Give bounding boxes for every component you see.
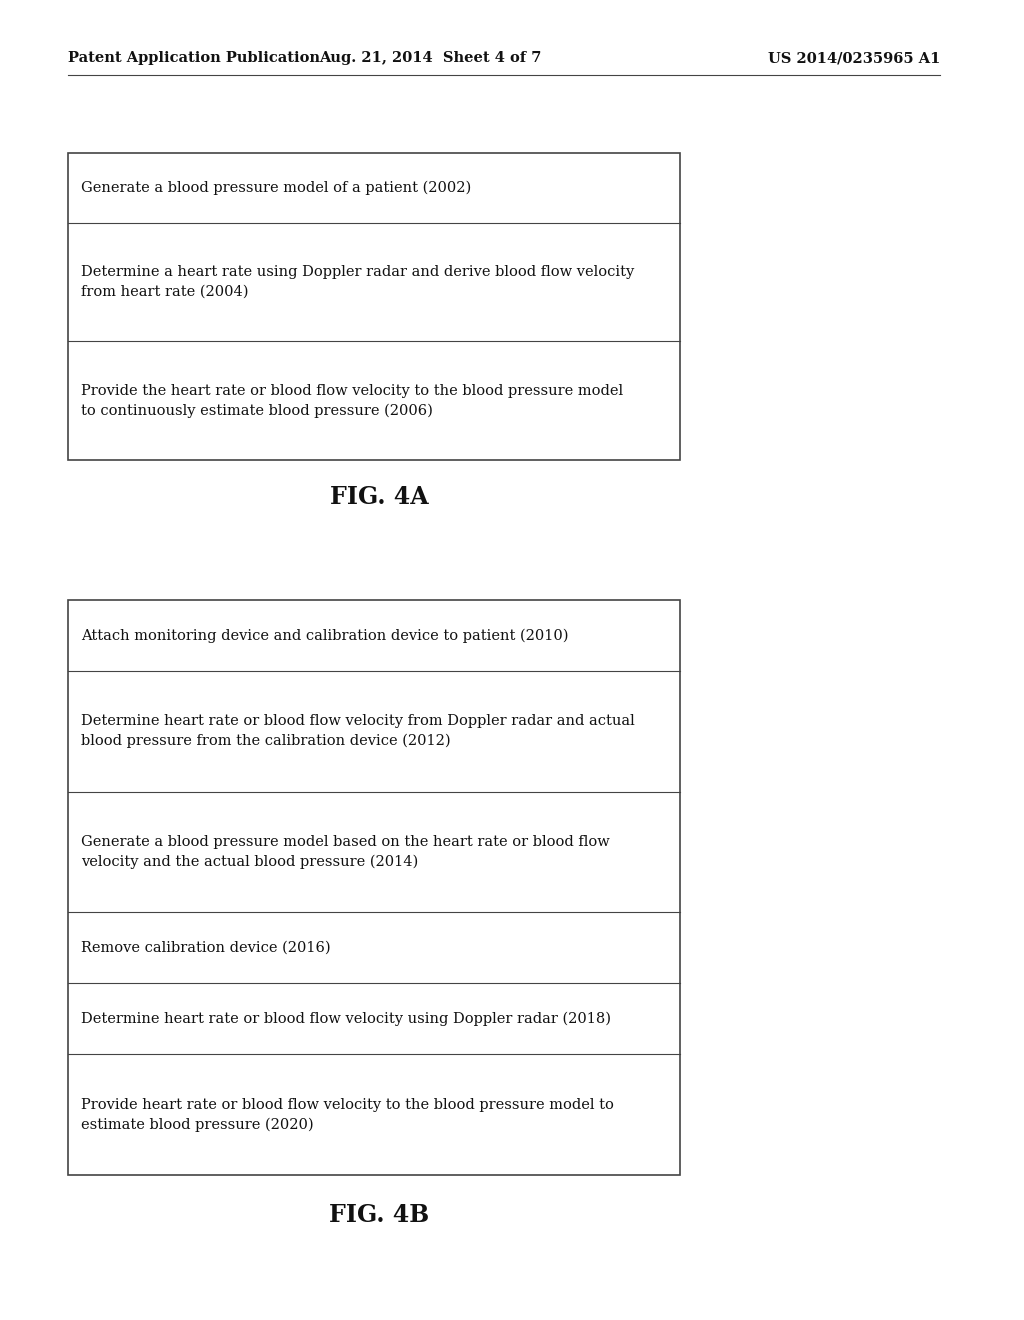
Text: Provide the heart rate or blood flow velocity to the blood pressure model
to con: Provide the heart rate or blood flow vel… bbox=[81, 384, 624, 417]
Text: Generate a blood pressure model based on the heart rate or blood flow
velocity a: Generate a blood pressure model based on… bbox=[81, 836, 610, 869]
Text: Patent Application Publication: Patent Application Publication bbox=[68, 51, 319, 65]
Text: Attach monitoring device and calibration device to patient (2010): Attach monitoring device and calibration… bbox=[81, 628, 568, 643]
Text: Determine a heart rate using Doppler radar and derive blood flow velocity
from h: Determine a heart rate using Doppler rad… bbox=[81, 265, 635, 298]
Text: Remove calibration device (2016): Remove calibration device (2016) bbox=[81, 941, 331, 954]
FancyBboxPatch shape bbox=[68, 601, 680, 1175]
Text: FIG. 4B: FIG. 4B bbox=[329, 1203, 429, 1228]
Text: Provide heart rate or blood flow velocity to the blood pressure model to
estimat: Provide heart rate or blood flow velocit… bbox=[81, 1098, 614, 1131]
Text: Determine heart rate or blood flow velocity using Doppler radar (2018): Determine heart rate or blood flow veloc… bbox=[81, 1011, 611, 1026]
FancyBboxPatch shape bbox=[68, 153, 680, 459]
Text: Determine heart rate or blood flow velocity from Doppler radar and actual
blood : Determine heart rate or blood flow veloc… bbox=[81, 714, 635, 748]
Text: Aug. 21, 2014  Sheet 4 of 7: Aug. 21, 2014 Sheet 4 of 7 bbox=[318, 51, 542, 65]
Text: Generate a blood pressure model of a patient (2002): Generate a blood pressure model of a pat… bbox=[81, 181, 472, 195]
Text: FIG. 4A: FIG. 4A bbox=[330, 484, 428, 510]
Text: US 2014/0235965 A1: US 2014/0235965 A1 bbox=[768, 51, 940, 65]
